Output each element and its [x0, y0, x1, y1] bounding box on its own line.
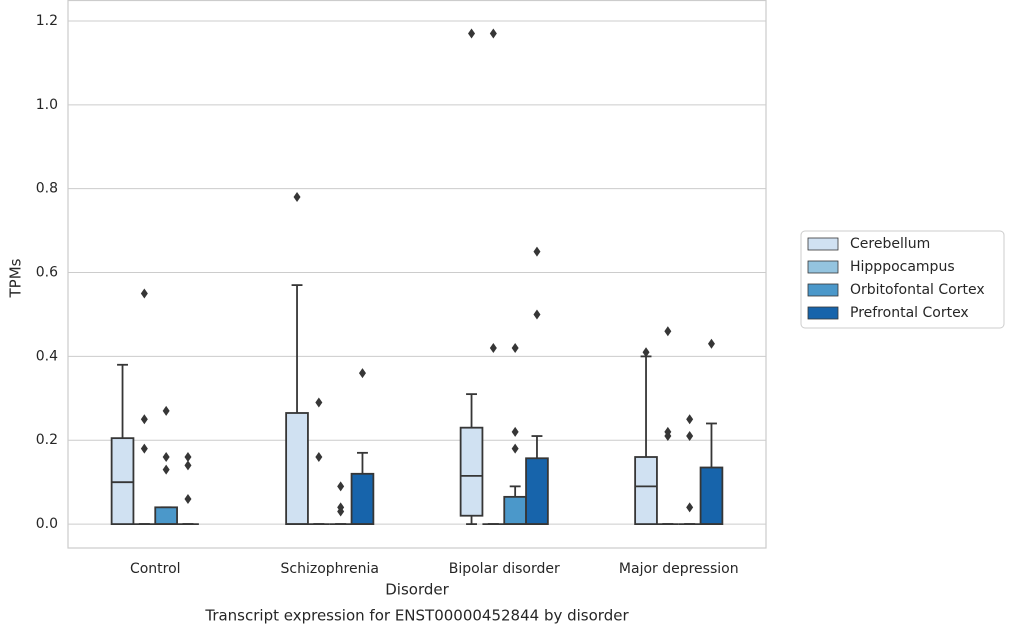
- y-tick-label: 1.2: [36, 13, 58, 29]
- flier: [664, 326, 672, 337]
- flier: [184, 460, 192, 471]
- x-axis-label: Disorder: [385, 581, 449, 599]
- flier: [140, 288, 148, 299]
- legend-swatch: [807, 260, 839, 274]
- y-tick-label: 0.8: [36, 181, 58, 197]
- flier: [707, 338, 715, 349]
- flier: [358, 368, 366, 379]
- flier: [511, 343, 519, 354]
- flier: [533, 309, 541, 320]
- flier: [184, 493, 192, 504]
- plot-frame: [67, 0, 767, 549]
- x-tick-label: Schizophrenia: [281, 561, 379, 577]
- chart-title: Transcript expression for ENST0000045284…: [204, 607, 629, 625]
- y-tick-label: 0.4: [36, 348, 58, 364]
- flier: [337, 506, 345, 517]
- legend-swatch: [807, 306, 839, 320]
- box: [154, 506, 178, 526]
- flier: [140, 414, 148, 425]
- box: [350, 472, 375, 526]
- legend-swatch: [807, 283, 839, 297]
- legend-label: Cerebellum: [850, 236, 930, 252]
- box: [503, 495, 527, 526]
- flier: [642, 347, 650, 358]
- y-tick-label: 1.0: [36, 97, 58, 113]
- box: [525, 457, 549, 526]
- flier: [337, 481, 345, 492]
- box: [110, 437, 135, 526]
- flier: [686, 502, 694, 513]
- flier: [686, 414, 694, 425]
- legend-label: Prefrontal Cortex: [850, 305, 969, 321]
- flier: [511, 443, 519, 454]
- flier: [315, 452, 323, 463]
- flier: [315, 397, 323, 408]
- y-tick-label: 0.2: [36, 432, 58, 448]
- flier: [140, 443, 148, 454]
- flier: [162, 464, 170, 475]
- box: [699, 466, 724, 526]
- legend-label: Hipppocampus: [850, 259, 955, 275]
- flier: [511, 426, 519, 437]
- flier: [293, 192, 301, 203]
- flier: [489, 28, 497, 39]
- box: [459, 426, 484, 517]
- flier: [184, 452, 192, 463]
- legend-frame: [800, 230, 1005, 329]
- y-axis-label: TPMs: [7, 258, 25, 298]
- y-tick-label: 0.0: [36, 516, 58, 532]
- flier: [664, 431, 672, 442]
- flier: [489, 343, 497, 354]
- flier: [162, 452, 170, 463]
- box: [285, 412, 309, 526]
- y-tick-label: 0.6: [36, 265, 58, 281]
- flier: [533, 246, 541, 257]
- legend-label: Orbitofontal Cortex: [850, 282, 985, 298]
- flier: [686, 431, 694, 442]
- flier: [468, 28, 476, 39]
- x-tick-label: Control: [130, 561, 181, 577]
- x-tick-label: Major depression: [619, 561, 739, 577]
- flier: [162, 405, 170, 416]
- box: [634, 456, 658, 526]
- x-tick-label: Bipolar disorder: [449, 561, 560, 577]
- legend-swatch: [807, 237, 839, 251]
